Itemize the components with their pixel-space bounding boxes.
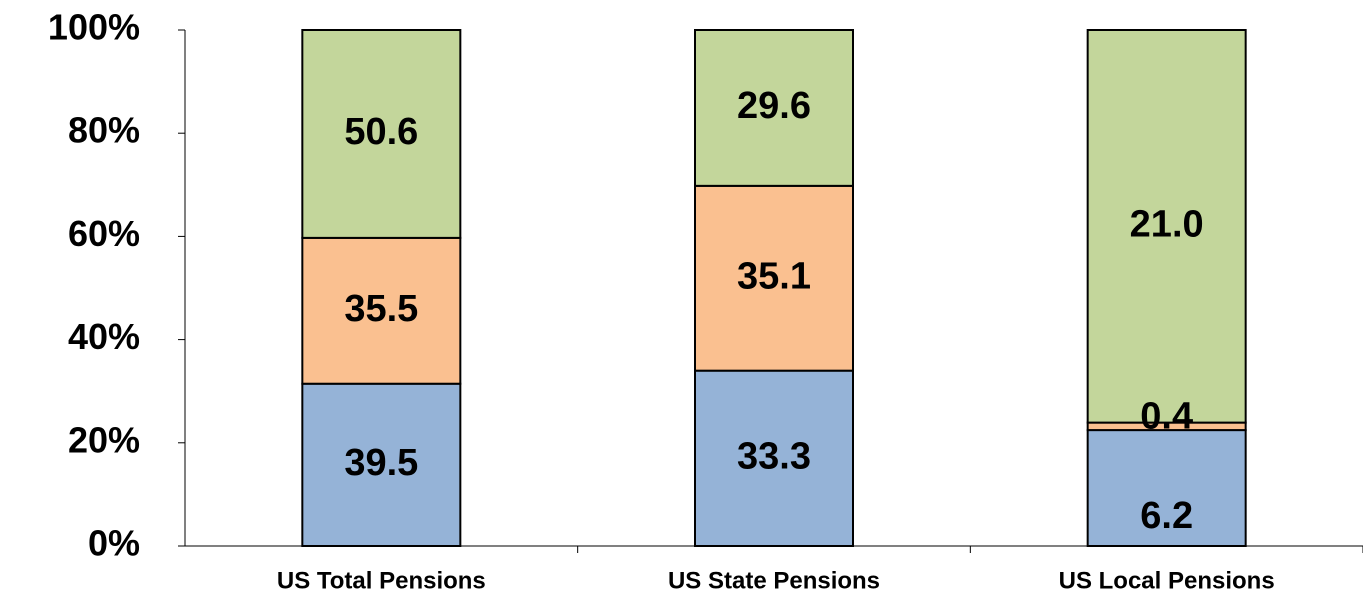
- y-tick-label: 40%: [68, 316, 140, 357]
- data-label: 33.3: [737, 435, 811, 477]
- bar-segment: [694, 369, 854, 547]
- bar-segment: [301, 236, 462, 385]
- y-tick-label: 80%: [68, 110, 140, 151]
- data-label: 35.1: [737, 255, 811, 297]
- y-tick-label: 0%: [88, 523, 140, 564]
- data-label: 6.2: [1140, 495, 1193, 537]
- x-tick-label: US Total Pensions: [277, 567, 486, 594]
- y-tick-label: 60%: [68, 213, 140, 254]
- data-label: 50.6: [344, 111, 418, 153]
- data-label: 39.5: [344, 442, 418, 484]
- bar-segment: [1086, 29, 1247, 424]
- bar-segment: [694, 184, 854, 372]
- y-tick-label: 100%: [48, 7, 140, 48]
- x-tick-label: US State Pensions: [668, 567, 880, 594]
- data-label: 29.6: [737, 85, 811, 127]
- data-label: 35.5: [344, 288, 418, 330]
- bar-segment: [694, 29, 854, 187]
- bar-segment: [301, 29, 462, 239]
- bar-segment: [1086, 429, 1247, 547]
- data-label: 21.0: [1130, 203, 1204, 245]
- data-label: 0.4: [1140, 395, 1193, 437]
- x-tick-label: US Local Pensions: [1059, 567, 1275, 594]
- y-tick-label: 20%: [68, 419, 140, 460]
